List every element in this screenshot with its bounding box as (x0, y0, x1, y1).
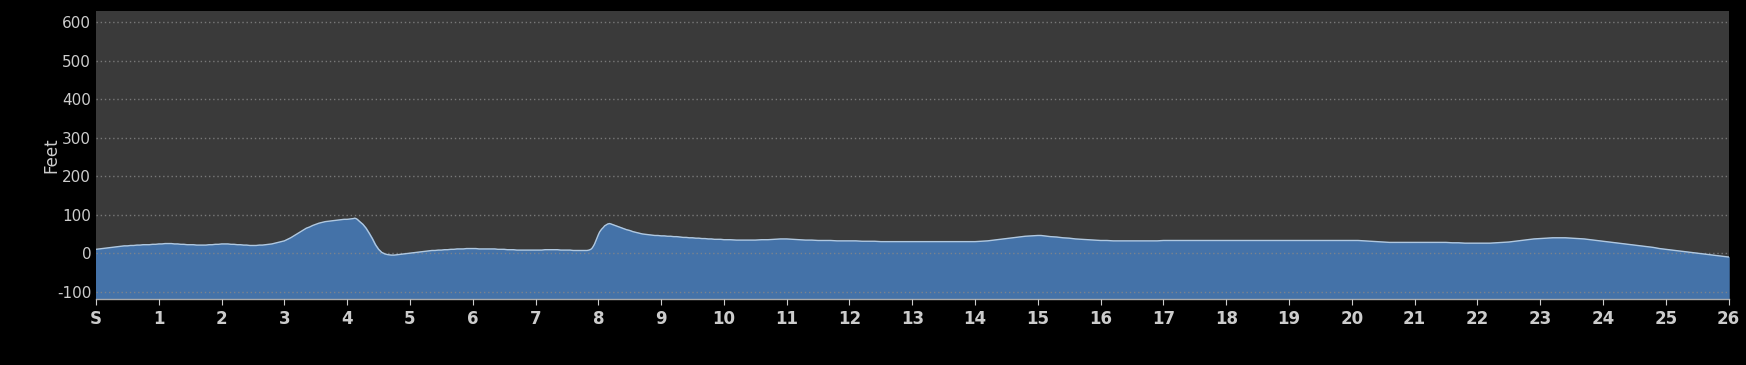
Y-axis label: Feet: Feet (42, 137, 61, 173)
